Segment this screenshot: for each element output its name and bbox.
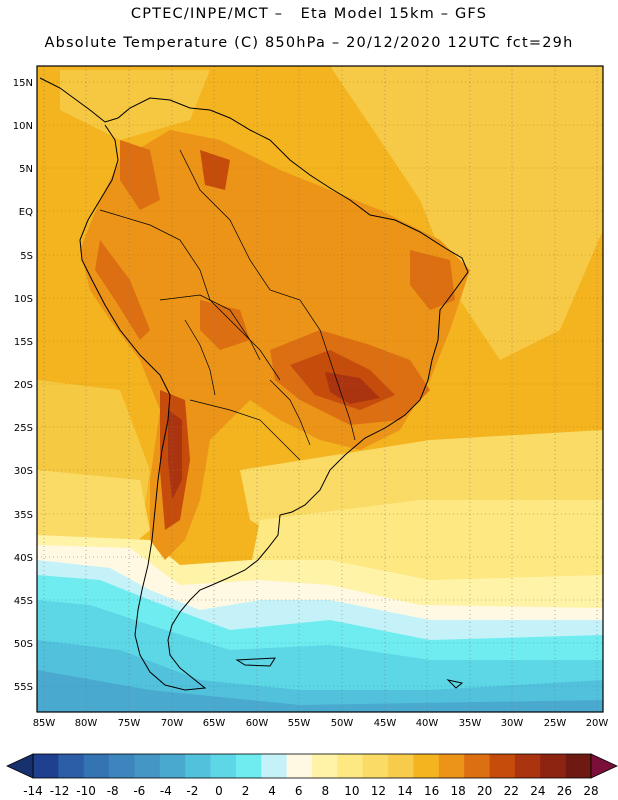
colorbar-cell — [134, 754, 161, 778]
map-title: CPTEC/INPE/MCT – Eta Model 15km – GFS — [130, 6, 488, 22]
colorbar-cell — [388, 754, 414, 778]
colorbar-cell — [286, 754, 313, 778]
colorbar-cell — [413, 754, 440, 778]
colorbar-cell — [540, 754, 566, 778]
colorbar-cell — [464, 754, 490, 778]
colorbar-cell — [565, 754, 592, 778]
lat-label: 30S — [14, 466, 33, 477]
colorbar-cell — [514, 754, 541, 778]
lon-label: 60W — [246, 718, 269, 729]
colorbar: -14 -12 -10 -8 -6 -4 -2 0 2 4 6 8 10 12 … — [6, 753, 618, 798]
lon-label: 65W — [203, 718, 226, 729]
lon-label: 25W — [544, 718, 567, 729]
colorbar-label: 2 — [242, 784, 250, 798]
colorbar-label: 26 — [557, 784, 572, 798]
colorbar-label: -4 — [160, 784, 172, 798]
coastlines — [39, 77, 469, 691]
colorbar-label: -2 — [186, 784, 198, 798]
lon-label: 55W — [288, 718, 311, 729]
colorbar-cell — [438, 754, 465, 778]
colorbar-low-arrow — [6, 753, 34, 779]
lat-label: 5N — [19, 164, 33, 175]
colorbar-label: 16 — [424, 784, 439, 798]
colorbar-label: 12 — [371, 784, 386, 798]
lon-label: 80W — [75, 718, 98, 729]
lon-label: 45W — [374, 718, 397, 729]
colorbar-cell — [312, 754, 338, 778]
lon-label: 70W — [161, 718, 184, 729]
colorbar-label: 8 — [321, 784, 329, 798]
colorbar-cell — [261, 754, 287, 778]
lon-label: 20W — [586, 718, 609, 729]
lat-label: EQ — [19, 207, 33, 218]
lat-label: 5S — [20, 251, 33, 262]
colorbar-label: 18 — [450, 784, 465, 798]
colorbar-cell — [83, 754, 110, 778]
colorbar-cell — [235, 754, 262, 778]
colorbar-high-arrow — [590, 753, 618, 779]
colorbar-label: -8 — [107, 784, 119, 798]
colorbar-label: 28 — [583, 784, 598, 798]
lon-label: 85W — [33, 718, 56, 729]
lat-label: 10N — [13, 121, 33, 132]
lon-label: 35W — [459, 718, 482, 729]
lon-label: 50W — [331, 718, 354, 729]
colorbar-label: 24 — [530, 784, 545, 798]
colorbar-label: 14 — [397, 784, 412, 798]
lat-label: 15N — [13, 78, 33, 89]
lat-label: 35S — [14, 510, 33, 521]
colorbar-cell — [33, 754, 59, 778]
colorbar-cell — [159, 754, 186, 778]
map-subtitle: Absolute Temperature (C) 850hPa – 20/12/… — [44, 35, 574, 51]
colorbar-label: -10 — [76, 784, 96, 798]
colorbar-cell — [58, 754, 85, 778]
lat-label: 20S — [14, 380, 33, 391]
colorbar-label: 20 — [477, 784, 492, 798]
lat-label: 40S — [14, 553, 33, 564]
lat-label: 15S — [14, 337, 33, 348]
lat-label: 45S — [14, 596, 33, 607]
lon-label: 30W — [501, 718, 524, 729]
country-borders — [99, 149, 356, 461]
longitude-labels: 85W 80W 75W 70W 65W 60W 55W 50W 45W 40W … — [33, 718, 609, 729]
lon-label: 40W — [416, 718, 439, 729]
colorbar-label: 22 — [504, 784, 519, 798]
colorbar-label: 4 — [268, 784, 276, 798]
colorbar-cell — [362, 754, 389, 778]
lon-label: 75W — [118, 718, 141, 729]
colorbar-cell — [109, 754, 135, 778]
lat-label: 55S — [14, 682, 33, 693]
temperature-field — [37, 66, 603, 712]
colorbar-label: 10 — [344, 784, 359, 798]
colorbar-cell — [210, 754, 237, 778]
colorbar-cell — [185, 754, 211, 778]
colorbar-label: 0 — [215, 784, 223, 798]
colorbar-label: -12 — [50, 784, 70, 798]
colorbar-label: -14 — [23, 784, 43, 798]
latitude-labels: 15N 10N 5N EQ 5S 10S 15S 20S 25S 30S 35S… — [13, 78, 33, 693]
colorbar-cell — [337, 754, 364, 778]
map-frame — [36, 65, 604, 713]
lat-label: 25S — [14, 423, 33, 434]
colorbar-cell — [489, 754, 516, 778]
lat-label: 10S — [14, 294, 33, 305]
colorbar-label: -6 — [133, 784, 145, 798]
lat-label: 50S — [14, 639, 33, 650]
colorbar-label: 6 — [295, 784, 303, 798]
